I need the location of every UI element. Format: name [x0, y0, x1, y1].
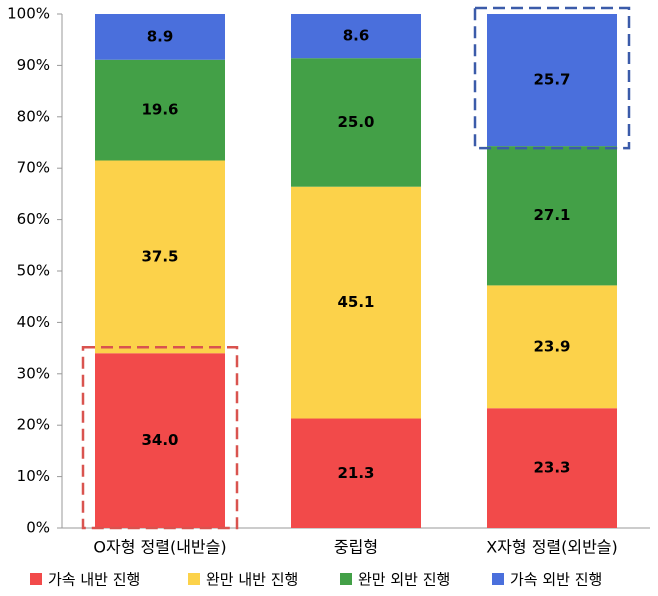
- y-tick-label: 50%: [17, 262, 50, 280]
- legend-swatch: [492, 573, 504, 585]
- y-tick-label: 70%: [17, 159, 50, 177]
- bar-segment: [487, 285, 617, 409]
- data-label: 37.5: [141, 247, 178, 265]
- y-tick-label: 90%: [17, 56, 50, 74]
- data-label: 25.0: [337, 113, 374, 131]
- bar-segment: [487, 14, 617, 147]
- legend-label: 완만 내반 진행: [206, 571, 298, 589]
- x-tick-label: X자형 정렬(외반슬): [486, 538, 618, 557]
- x-tick-label: 중립형: [334, 538, 378, 557]
- legend-swatch: [188, 573, 200, 585]
- bar-segment: [291, 418, 421, 528]
- y-tick-label: 80%: [17, 107, 50, 125]
- y-tick-label: 60%: [17, 210, 50, 228]
- legend-label: 완만 외반 진행: [358, 571, 450, 589]
- y-tick-label: 10%: [17, 467, 50, 485]
- bar-segment: [95, 160, 225, 354]
- highlight-box: [473, 6, 631, 150]
- data-label: 34.0: [141, 431, 178, 449]
- y-tick-label: 20%: [17, 416, 50, 434]
- y-tick-label: 30%: [17, 364, 50, 382]
- y-tick-label: 100%: [7, 5, 50, 23]
- data-label: 21.3: [337, 464, 374, 482]
- data-label: 8.9: [147, 27, 174, 45]
- highlight-box: [81, 345, 239, 530]
- y-tick-label: 40%: [17, 313, 50, 331]
- legend-label: 가속 외반 진행: [510, 571, 602, 589]
- bar-segment: [291, 58, 421, 187]
- data-label: 25.7: [533, 71, 570, 89]
- bar-segment: [487, 146, 617, 286]
- data-label: 8.6: [343, 27, 370, 45]
- legend-swatch: [30, 573, 42, 585]
- bar-segment: [291, 186, 421, 419]
- data-label: 19.6: [141, 101, 178, 119]
- data-label: 23.3: [533, 459, 570, 477]
- data-label: 45.1: [337, 293, 374, 311]
- legend-swatch: [340, 573, 352, 585]
- bar-segment: [487, 408, 617, 528]
- bar-segment: [95, 59, 225, 161]
- data-label: 23.9: [533, 337, 570, 355]
- data-label: 27.1: [533, 206, 570, 224]
- y-tick-label: 0%: [26, 519, 50, 537]
- x-tick-label: O자형 정렬(내반슬): [93, 538, 226, 557]
- bar-segment: [95, 353, 225, 528]
- bar-segment: [95, 14, 225, 60]
- bar-segment: [291, 14, 421, 59]
- legend-label: 가속 내반 진행: [48, 571, 140, 589]
